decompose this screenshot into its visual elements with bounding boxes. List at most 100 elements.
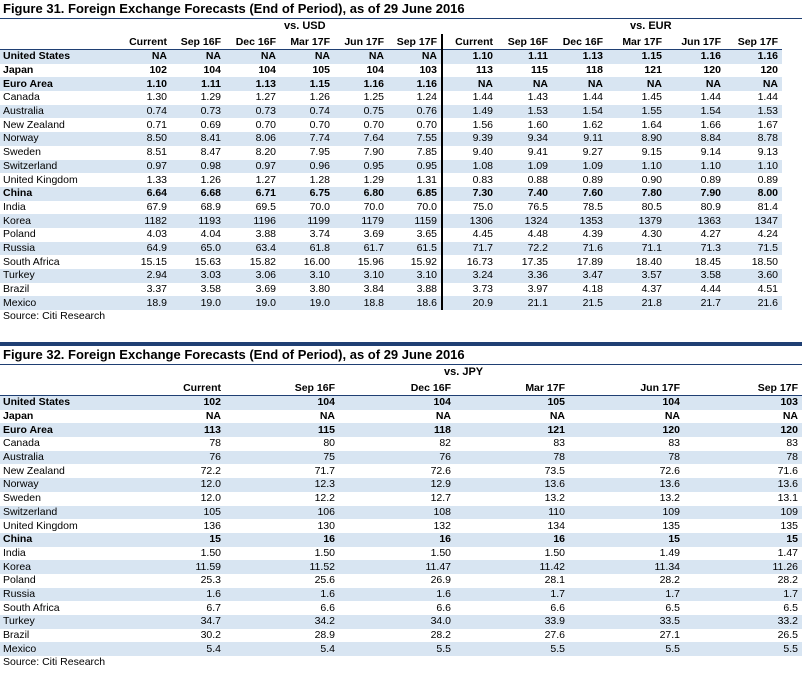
jpy-value: 30.2 (200, 629, 221, 642)
jpy-value: 11.26 (684, 560, 802, 574)
usd-value: NA (334, 49, 388, 64)
eur-value: 16.73 (441, 255, 497, 269)
country-name: Norway (0, 478, 117, 492)
jpy-value: 25.6 (314, 574, 335, 587)
eur-value: 21.1 (497, 296, 552, 311)
jpy-value: 130 (317, 519, 335, 532)
eur-value: 4.45 (441, 227, 497, 242)
table-row: India 1.50 1.50 1.50 1.50 1.49 1.47 (0, 547, 802, 561)
column-header-eur: Sep 17F (725, 34, 782, 50)
eur-value: NA (441, 77, 497, 92)
country-name: Turkey (0, 615, 117, 629)
jpy-value: 27.1 (659, 629, 680, 642)
figure-32-table: Current Sep 16F Dec 16F Mar 17F Jun 17F Sep 1… (0, 380, 802, 657)
jpy-value: 1.6 (225, 587, 339, 602)
usd-value: 0.71 (146, 118, 167, 131)
jpy-value: 1.50 (314, 546, 335, 559)
usd-value: 1.27 (255, 91, 276, 104)
jpy-value: 33.9 (455, 615, 569, 629)
usd-value: 64.9 (117, 241, 171, 256)
usd-value: 0.76 (388, 104, 442, 119)
eur-value: 3.57 (607, 269, 666, 283)
jpy-value: 72.2 (200, 464, 221, 477)
column-header-usd: Dec 16F (225, 34, 280, 50)
usd-value: 3.88 (255, 228, 276, 241)
usd-value: 6.71 (225, 186, 280, 201)
figure-32-body: United States 102 104 104 105 104 103 Japan NA NA… (0, 395, 802, 657)
country-name: Euro Area (0, 423, 117, 438)
eur-value: NA (666, 77, 725, 92)
eur-value: 9.13 (757, 146, 778, 159)
usd-value: NA (225, 49, 280, 64)
jpy-value: 73.5 (544, 464, 565, 477)
jpy-value: 12.9 (339, 478, 455, 492)
eur-value: 1324 (497, 214, 552, 228)
eur-value: 1.45 (641, 91, 662, 104)
eur-value: 4.39 (582, 228, 603, 241)
table-row: New Zealand 0.71 0.69 0.70 0.70 0.70 0.70 1.56 1… (0, 118, 782, 133)
usd-value: 1.26 (200, 173, 221, 186)
usd-value: 7.90 (363, 146, 384, 159)
jpy-value: NA (549, 410, 565, 423)
table-row: India 67.9 68.9 69.5 70.0 70.0 70.0 75.0 76.5 78.… (0, 200, 782, 215)
jpy-value: 1.50 (544, 546, 565, 559)
eur-value: 1.10 (441, 49, 497, 64)
eur-value: 1.56 (441, 118, 497, 133)
jpy-value: 120 (684, 423, 802, 438)
jpy-value: 1.6 (339, 587, 455, 602)
eur-value: 1.09 (497, 159, 552, 174)
column-header-jpy: Dec 16F (339, 380, 455, 396)
eur-value: 1353 (552, 214, 607, 228)
usd-value: 7.95 (309, 146, 330, 159)
country-name: Korea (0, 560, 117, 574)
country-name: United States (0, 49, 117, 64)
usd-value: 1.10 (117, 77, 171, 92)
eur-value: 3.73 (441, 282, 497, 297)
jpy-value: 6.5 (783, 601, 798, 614)
eur-value: 7.90 (666, 186, 725, 201)
jpy-value: 1.6 (117, 587, 225, 602)
eur-value: 0.89 (582, 173, 603, 186)
eur-value: 4.44 (700, 283, 721, 296)
usd-value: 7.85 (416, 146, 437, 159)
eur-value: 18.50 (751, 255, 778, 268)
usd-value: 8.47 (200, 146, 221, 159)
country-name: Russia (0, 241, 117, 256)
eur-value: 120 (703, 64, 721, 77)
country-name: Euro Area (0, 77, 117, 92)
country-name: Sweden (3, 146, 41, 159)
table-row: Mexico 5.4 5.4 5.5 5.5 5.5 5.5 (0, 642, 802, 657)
table-row: Euro Area 1.10 1.11 1.13 1.15 1.16 1.16 NA NA NA N… (0, 77, 782, 92)
jpy-value: 134 (547, 519, 565, 532)
eur-value: 4.48 (527, 228, 548, 241)
eur-value: 1.13 (552, 49, 607, 64)
country-name: Canada (3, 437, 40, 450)
column-header-jpy: Current (117, 380, 225, 396)
column-header-eur: Jun 17F (666, 34, 725, 50)
country-name: Brazil (3, 283, 30, 296)
usd-value: 1.13 (225, 77, 280, 92)
usd-value: 6.75 (280, 186, 334, 201)
jpy-value: 113 (117, 423, 225, 438)
eur-value: 3.60 (725, 269, 782, 283)
jpy-value: 11.59 (117, 560, 225, 574)
eur-value: 1.67 (757, 118, 778, 131)
usd-value: 67.9 (146, 200, 167, 213)
jpy-value: 11.42 (455, 560, 569, 574)
eur-value: NA (497, 77, 552, 92)
usd-value: 3.74 (309, 228, 330, 241)
country-name: Russia (0, 587, 117, 602)
usd-value: 1196 (225, 214, 280, 228)
usd-value: 1193 (171, 214, 225, 228)
eur-value: 1.53 (497, 104, 552, 119)
usd-value: 1.27 (255, 173, 276, 186)
jpy-value: 13.6 (569, 478, 684, 492)
table-row: Canada 1.30 1.29 1.27 1.26 1.25 1.24 1.44 1.43 1.… (0, 91, 782, 105)
usd-value: 1.29 (363, 173, 384, 186)
table-row: Norway 8.50 8.41 8.06 7.74 7.64 7.55 9.39 9.34 9.… (0, 132, 782, 146)
table-row: Poland 25.3 25.6 26.9 28.1 28.2 28.2 (0, 574, 802, 588)
usd-value: 1179 (334, 214, 388, 228)
country-name: New Zealand (3, 464, 65, 477)
jpy-value: 109 (684, 505, 802, 520)
country-name: Mexico (0, 296, 117, 311)
